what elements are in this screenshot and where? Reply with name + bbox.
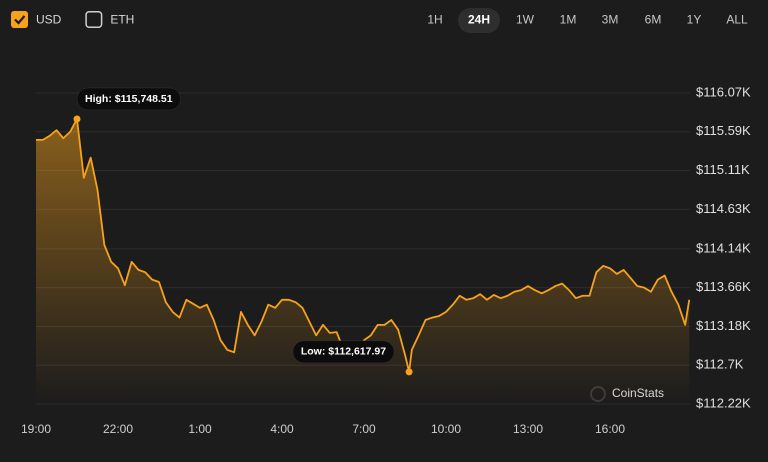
range-button[interactable]: 1H — [427, 13, 442, 27]
y-tick-label: $115.11K — [696, 162, 750, 177]
annotation-label: High: $115,748.51 — [85, 93, 173, 105]
x-tick-label: 13:00 — [513, 422, 543, 436]
plot — [36, 115, 691, 404]
range-selected-bg[interactable] — [458, 8, 500, 33]
range-label[interactable]: 3M — [602, 13, 619, 27]
extreme-point — [73, 115, 81, 123]
y-tick-label: $113.18K — [696, 318, 751, 333]
x-tick-label: 7:00 — [352, 422, 376, 436]
checkbox[interactable] — [85, 11, 103, 28]
range-button[interactable]: 3M — [602, 13, 619, 27]
y-tick-label: $113.66K — [696, 279, 751, 294]
range-label[interactable]: 24H — [468, 13, 490, 27]
range-label[interactable]: 1W — [516, 13, 535, 27]
currency-label[interactable]: ETH — [110, 13, 134, 27]
x-tick-label: 16:00 — [595, 422, 625, 436]
labels: $112.22K $112.7K $113.18K $113.66K $114.14K $… — [21, 84, 751, 436]
range-label[interactable]: ALL — [726, 13, 748, 27]
y-tick-label: $114.63K — [696, 201, 751, 216]
area — [36, 118, 690, 404]
annotation: Low: $112,617.97 — [292, 340, 395, 364]
checkbox[interactable] — [11, 11, 28, 28]
currency-toggle[interactable]: ETH — [85, 11, 134, 28]
checkmark — [14, 15, 26, 25]
annotation-bg — [292, 340, 395, 364]
x-tick-label: 19:00 — [21, 422, 51, 436]
line — [36, 118, 691, 373]
range-label[interactable]: 1H — [427, 13, 442, 27]
range-label[interactable]: 1Y — [687, 13, 702, 27]
range-label[interactable]: 1M — [560, 13, 577, 27]
range-button[interactable]: 1M — [560, 13, 577, 27]
annotation-bg — [76, 87, 181, 111]
range-button[interactable]: 6M — [645, 13, 662, 27]
range-button[interactable]: 1W — [516, 13, 535, 27]
x-tick-label: 4:00 — [270, 422, 294, 436]
y-tick-label: $115.59K — [696, 123, 751, 138]
y-tick-label: $116.07K — [696, 84, 751, 99]
x-tick-label: 22:00 — [103, 422, 133, 436]
annotation: High: $115,748.51 — [76, 87, 181, 111]
y-tick-label: $114.14K — [696, 240, 751, 255]
currency-label[interactable]: USD — [36, 13, 62, 27]
range-button[interactable]: 24H — [458, 8, 500, 33]
range-button[interactable]: ALL — [726, 13, 748, 27]
x-tick-label: 10:00 — [431, 422, 461, 436]
x-tick-label: 1:00 — [188, 422, 212, 436]
controls: USD ETH 1H 24H 1W 1M 3M 6M 1Y ALL — [11, 8, 748, 33]
currency-toggle[interactable]: USD — [11, 11, 62, 28]
range-label[interactable]: 6M — [645, 13, 662, 27]
range-button[interactable]: 1Y — [687, 13, 702, 27]
extreme-point — [405, 368, 413, 376]
y-tick-label: $112.7K — [696, 357, 744, 372]
annotation-label: Low: $112,617.97 — [301, 346, 386, 358]
y-tick-label: $112.22K — [696, 395, 751, 410]
